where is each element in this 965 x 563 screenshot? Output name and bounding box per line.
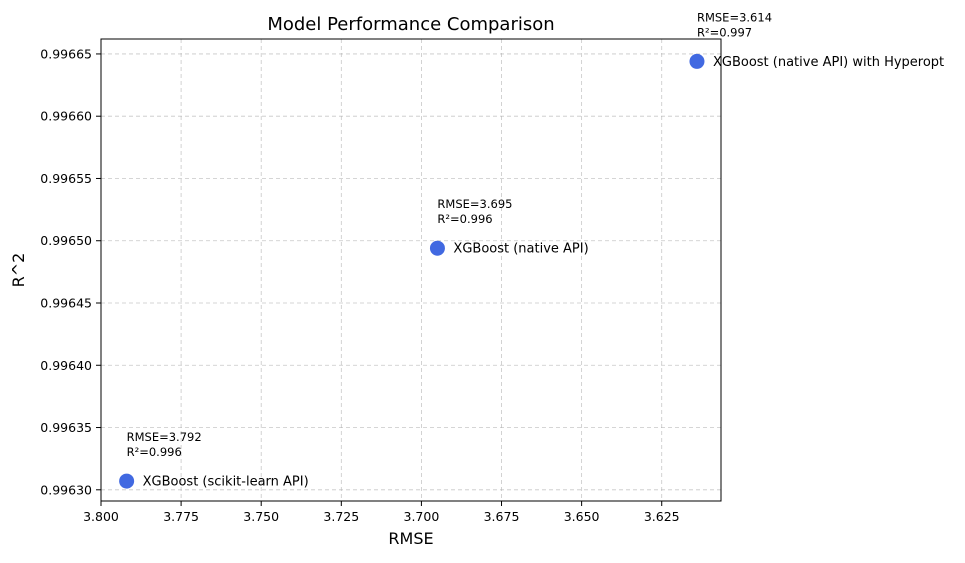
annotation-r2: R²=0.996 xyxy=(127,445,182,459)
x-axis-label: RMSE xyxy=(388,529,433,548)
annotation-r2: R²=0.996 xyxy=(437,212,492,226)
x-tick-label: 3.675 xyxy=(484,509,520,524)
y-tick-label: 0.99635 xyxy=(40,420,92,435)
data-point xyxy=(429,240,445,256)
data-point-label: XGBoost (native API) xyxy=(453,242,588,257)
x-tick-label: 3.625 xyxy=(644,509,680,524)
ticks-layer: 3.800 3.775 3.750 3.725 3.700 3.675 3.650 3.625… xyxy=(40,46,679,524)
x-tick-label: 3.725 xyxy=(323,509,359,524)
x-tick-label: 3.750 xyxy=(243,509,279,524)
x-tick-label: 3.775 xyxy=(163,509,199,524)
annotation-rmse: RMSE=3.614 xyxy=(697,10,772,24)
y-tick-label: 0.99645 xyxy=(40,296,92,311)
annotation-rmse: RMSE=3.695 xyxy=(437,197,512,211)
x-tick-label: 3.800 xyxy=(83,509,119,524)
x-tick-label: 3.700 xyxy=(404,509,440,524)
data-point-label: XGBoost (native API) with Hyperopt xyxy=(713,55,944,70)
data-point xyxy=(689,53,705,69)
y-tick-label: 0.99660 xyxy=(40,109,92,124)
plot-frame xyxy=(100,38,722,502)
y-tick-label: 0.99655 xyxy=(40,171,92,186)
data-point xyxy=(119,473,135,489)
y-tick-label: 0.99640 xyxy=(40,358,92,373)
y-tick-label: 0.99665 xyxy=(40,46,92,61)
annotation-rmse: RMSE=3.792 xyxy=(127,430,202,444)
y-axis-label: R^2 xyxy=(9,253,28,288)
points-layer: XGBoost (scikit-learn API)RMSE=3.792R²=0… xyxy=(119,10,944,490)
grid-layer xyxy=(100,39,721,501)
chart-title: Model Performance Comparison xyxy=(267,14,554,35)
annotation-r2: R²=0.997 xyxy=(697,25,752,39)
x-tick-label: 3.650 xyxy=(564,509,600,524)
y-tick-label: 0.99650 xyxy=(40,233,92,248)
y-tick-label: 0.99630 xyxy=(40,482,92,497)
data-point-label: XGBoost (scikit-learn API) xyxy=(143,475,309,490)
